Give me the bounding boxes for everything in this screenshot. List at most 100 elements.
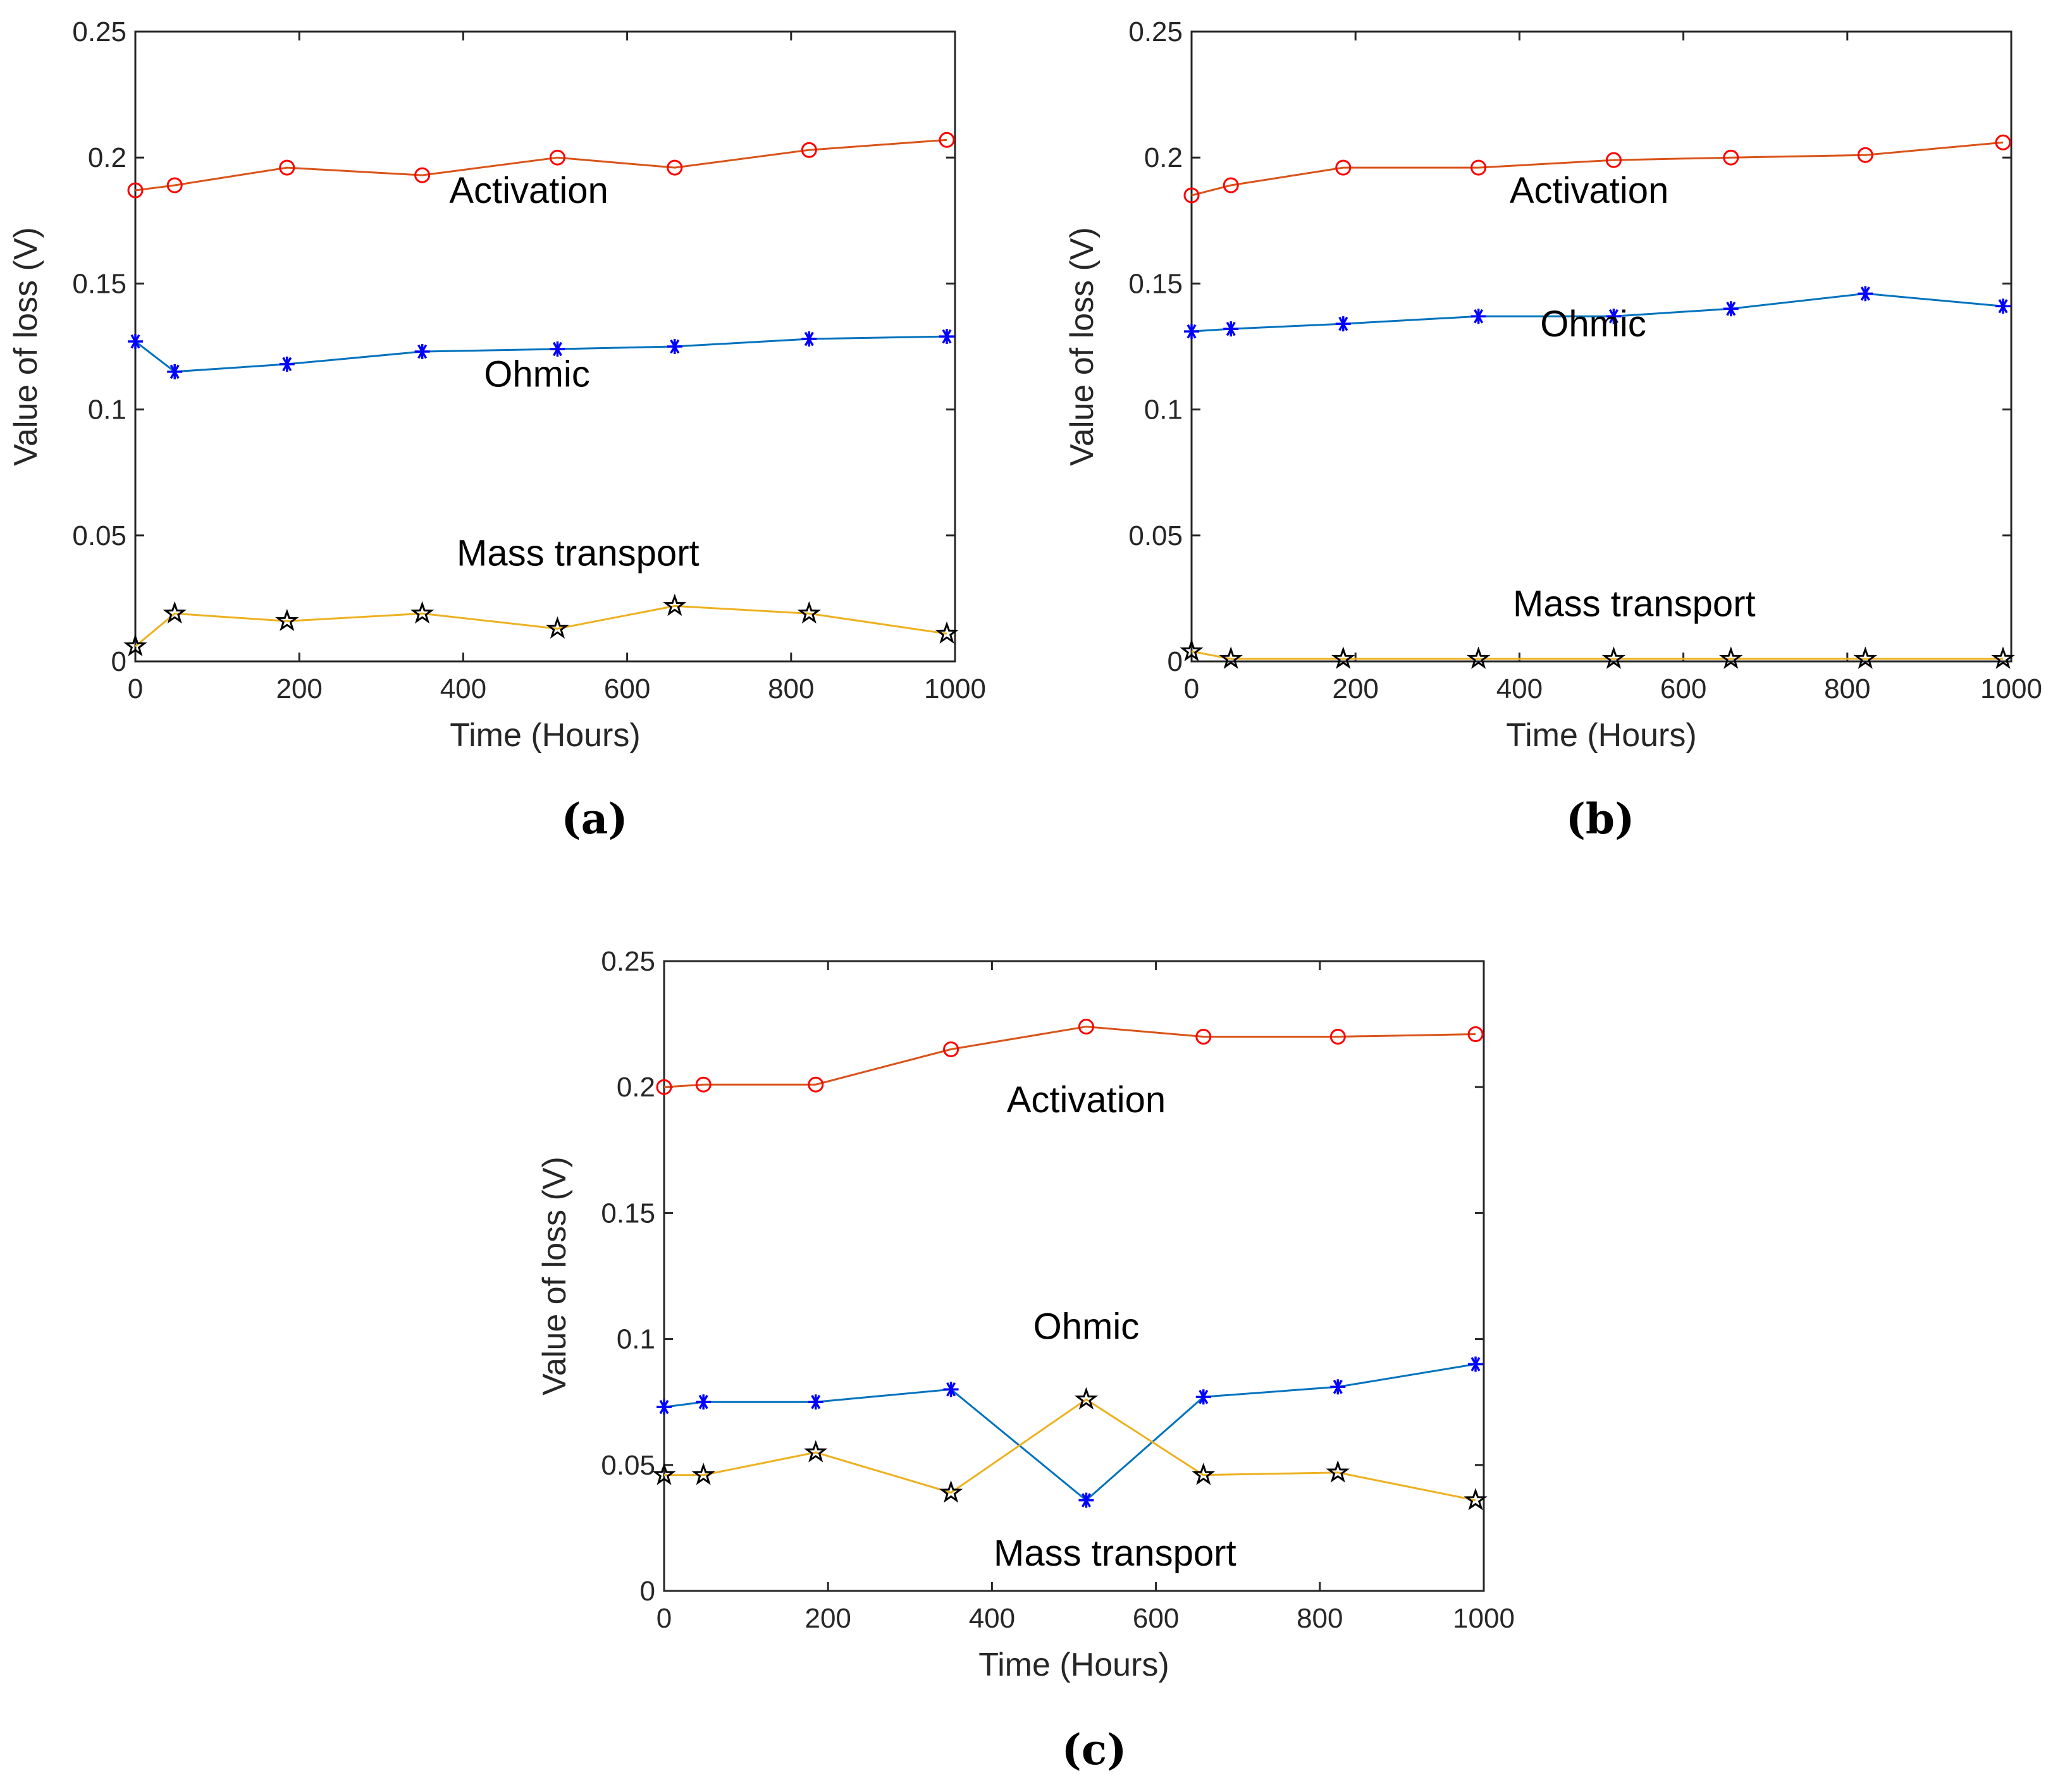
data-point-star: [1192, 1463, 1216, 1485]
y-axis-label: Value of loss (V): [8, 227, 44, 466]
x-tick-label: 200: [1332, 673, 1378, 704]
data-point-asterisk: [279, 356, 295, 372]
data-point-star: [939, 1480, 963, 1503]
y-tick-label: 0.2: [617, 1072, 655, 1103]
y-tick-label: 0.15: [72, 268, 126, 299]
data-point-circle: [808, 1076, 824, 1093]
x-tick-label: 400: [440, 673, 486, 704]
x-tick-label: 1000: [924, 673, 986, 704]
x-axis-label: Time (Hours): [1506, 717, 1696, 754]
series-ohmic: [1184, 286, 2011, 340]
data-point-circle: [279, 159, 295, 176]
y-tick-label: 0.25: [72, 16, 126, 47]
data-point-asterisk: [667, 339, 682, 354]
x-tick-label: 200: [276, 673, 322, 704]
data-point-asterisk: [943, 1382, 959, 1397]
panel-label: (c): [1062, 1725, 1127, 1774]
x-tick-label: 0: [1184, 673, 1199, 704]
data-point-asterisk: [167, 364, 183, 379]
data-point-star: [163, 601, 187, 624]
chart-panel-2: 0 200 400 600 800 1000 0 0.05 0.1 0.15 0.2 0.25 Time…: [1064, 16, 2042, 844]
data-point-star: [123, 634, 147, 656]
data-point-asterisk: [939, 329, 955, 345]
data-point-star: [410, 601, 435, 624]
series-activation: [656, 1019, 1484, 1095]
data-point-star: [663, 593, 687, 617]
data-point-circle: [1195, 1029, 1212, 1045]
data-point-asterisk: [1078, 1492, 1094, 1508]
data-point-circle: [1857, 147, 1873, 163]
series-ohmic: [657, 1356, 1484, 1508]
chart-panel-1: 0 200 400 600 800 1000 0 0.05 0.1 0.15 0.2 0.25 Time…: [8, 16, 986, 844]
y-tick-label: 0: [1168, 646, 1183, 677]
data-point-asterisk: [1335, 316, 1351, 332]
series-line: [1191, 650, 2003, 660]
data-point-asterisk: [1858, 286, 1873, 302]
series-line: [135, 604, 947, 647]
data-point-asterisk: [1470, 309, 1486, 324]
series-mass-transport: [123, 593, 959, 656]
x-tick-label: 1000: [1453, 1603, 1515, 1634]
data-point-asterisk: [414, 343, 430, 359]
data-point-circle: [1995, 134, 2011, 150]
axes-box: [1190, 30, 2013, 663]
y-tick-label: 0.2: [88, 142, 126, 173]
x-tick-label: 200: [805, 1603, 851, 1634]
annotation-label: Mass transport: [1513, 583, 1756, 624]
annotation-label: Mass transport: [457, 533, 700, 574]
x-tick-label: 400: [1496, 673, 1543, 704]
data-point-star: [275, 608, 299, 632]
x-axis-label: Time (Hours): [450, 717, 640, 754]
y-tick-label: 0.1: [1144, 395, 1183, 426]
chart-panel-3: 0 200 400 600 800 1000 0 0.05 0.1 0.15 0.2 0.25 Time…: [536, 946, 1515, 1774]
data-point-star: [1601, 646, 1626, 669]
data-point-star: [1074, 1387, 1099, 1410]
data-point-circle: [1723, 149, 1739, 166]
data-point-circle: [667, 159, 683, 176]
series-line: [135, 138, 947, 192]
data-point-asterisk: [1223, 321, 1239, 337]
data-point-circle: [1223, 177, 1239, 193]
data-point-asterisk: [1606, 309, 1622, 324]
data-point-asterisk: [1723, 301, 1739, 317]
y-tick-label: 0.2: [1144, 142, 1183, 173]
series-ohmic: [128, 329, 955, 379]
series-mass-transport: [1180, 639, 2015, 669]
series-line: [663, 1363, 1476, 1502]
data-point-circle: [939, 132, 955, 148]
y-tick-label: 0.05: [601, 1450, 655, 1481]
data-point-star: [804, 1440, 828, 1463]
data-point-star: [1180, 639, 1204, 661]
data-point-star: [797, 601, 821, 624]
annotation-label: Activation: [1007, 1079, 1166, 1120]
data-point-asterisk: [1330, 1379, 1346, 1395]
annotation-label: Ohmic: [1540, 304, 1646, 345]
series-mass-transport: [652, 1387, 1488, 1511]
data-point-circle: [801, 142, 817, 158]
annotation-label: Activation: [449, 170, 608, 211]
data-point-asterisk: [550, 341, 565, 357]
data-point-circle: [414, 167, 431, 183]
data-point-star: [691, 1463, 715, 1485]
x-axis-label: Time (Hours): [978, 1647, 1169, 1683]
series-activation: [127, 132, 955, 199]
data-point-star: [652, 1463, 676, 1485]
data-point-star: [1219, 646, 1243, 669]
data-point-circle: [1467, 1026, 1484, 1043]
series-line: [663, 1026, 1476, 1088]
data-point-circle: [695, 1076, 712, 1093]
y-tick-label: 0.05: [72, 520, 126, 551]
data-point-asterisk: [1995, 298, 2011, 314]
x-tick-label: 1000: [1980, 673, 2042, 704]
data-point-star: [1464, 1488, 1488, 1511]
data-point-asterisk: [1195, 1389, 1211, 1405]
data-point-circle: [1078, 1019, 1094, 1035]
data-point-asterisk: [1468, 1356, 1484, 1372]
series-line: [135, 335, 947, 373]
data-point-asterisk: [128, 334, 143, 350]
y-tick-label: 0.1: [88, 395, 126, 426]
x-tick-label: 600: [1133, 1603, 1179, 1634]
data-point-circle: [1183, 187, 1200, 204]
x-tick-label: 800: [768, 673, 814, 704]
